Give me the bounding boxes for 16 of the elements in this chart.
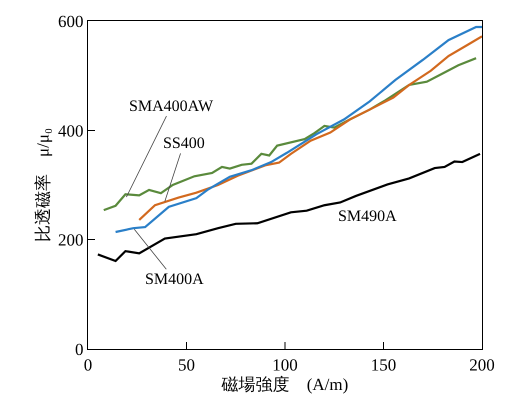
line-series: [102, 57, 478, 212]
x-tick-label: 50: [178, 356, 195, 374]
x-tick-label: 200: [469, 356, 495, 374]
y-tick-label: 0: [75, 340, 84, 359]
annotation: SM400A: [145, 271, 204, 288]
annotation: SS400: [163, 135, 205, 152]
annotation: SMA400AW: [129, 98, 214, 115]
y-tick-label: 200: [58, 230, 84, 250]
x-axis-title: 磁場強度 (A/m): [220, 374, 348, 394]
y-tick-label: 400: [58, 121, 84, 140]
annotation: SM490A: [338, 208, 398, 225]
y-tick-label: 600: [58, 12, 84, 31]
x-tick-label: 150: [370, 356, 396, 374]
line-series: [114, 26, 482, 234]
x-tick-label: 100: [272, 356, 298, 374]
y-axis-title: 比透磁率 μ/μ₀: [34, 128, 53, 242]
